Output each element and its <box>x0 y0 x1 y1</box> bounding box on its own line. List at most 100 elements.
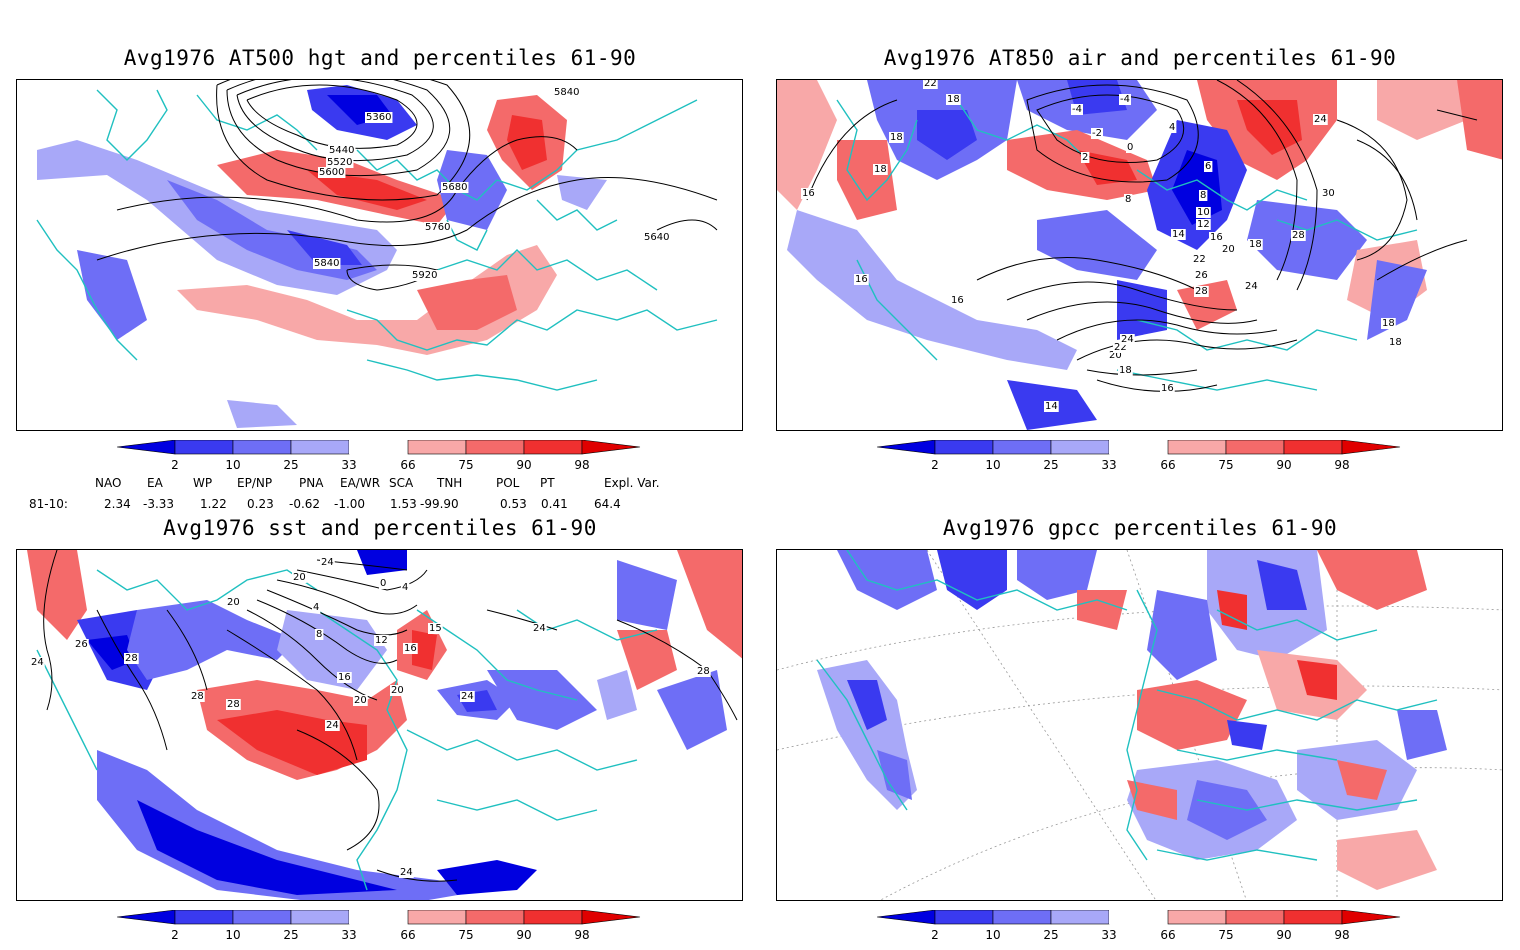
contour-label-bg <box>124 653 139 664</box>
contour-label: 16 <box>1210 232 1223 243</box>
contour-label-bg <box>1091 128 1103 139</box>
index-value: 0.41 <box>541 497 568 511</box>
contour-label-bg <box>328 145 356 156</box>
contour-label-bg <box>1126 142 1135 153</box>
contour-label: 22 <box>1193 254 1206 265</box>
contour-label: 28 <box>1292 230 1305 241</box>
index-row-label: 81-10: <box>29 497 68 511</box>
contour-label-bg <box>873 164 888 175</box>
contour-label-bg <box>1071 104 1083 115</box>
index-header: EP/NP <box>237 476 273 490</box>
contour-label-bg <box>315 629 324 640</box>
contour-lines <box>806 80 1478 392</box>
teleconnection-index-table: NAO EA WP EP/NP PNA EA/WR SCA TNH POL PT… <box>0 474 740 514</box>
contour-label-bg <box>950 295 965 306</box>
contour-label-bg <box>318 167 346 178</box>
colorbar-sst: 2 10 25 33 66 75 90 98 <box>116 909 647 950</box>
contour-label-bg <box>460 691 475 702</box>
contour-label: 26 <box>75 639 88 650</box>
index-value: 2.34 <box>104 497 131 511</box>
panel-title-hgt: Avg1976 AT500 hgt and percentiles 61-90 <box>123 46 637 70</box>
contour-label-bg <box>1221 244 1236 255</box>
contour-label-bg <box>1168 122 1177 133</box>
geo-outlines <box>36 89 718 391</box>
contour-label: 16 <box>855 274 868 285</box>
colorbar-swatches <box>876 439 1401 455</box>
contour-label: 20 <box>1222 244 1235 255</box>
contour-label: 4 <box>1169 122 1175 133</box>
contour-label-bg <box>1388 337 1403 348</box>
colorbar-label: 2 <box>931 928 939 942</box>
contour-label-bg <box>379 578 388 589</box>
contour-label-bg <box>532 623 547 634</box>
colorbar-label: 66 <box>1160 928 1176 942</box>
contour-label-bg <box>401 582 410 593</box>
contour-label: -4 <box>1072 104 1082 115</box>
contour-label: 0 <box>380 578 386 589</box>
colorbar-label: 33 <box>341 928 357 942</box>
contour-label: 20 <box>391 685 404 696</box>
colorbar-label: 66 <box>1160 458 1176 472</box>
contour-label-bg <box>553 87 581 98</box>
colorbar-label: 90 <box>516 928 532 942</box>
index-value: -1.00 <box>334 497 366 511</box>
contour-label: 5640 <box>644 232 669 243</box>
contour-label-bg <box>320 557 335 568</box>
colorbar-label: 75 <box>1218 928 1234 942</box>
contour-label-bg <box>30 657 45 668</box>
contour-label-bg <box>923 80 938 89</box>
contour-label-bg <box>428 623 443 634</box>
contour-label: 28 <box>191 691 204 702</box>
contour-label: 12 <box>375 635 388 646</box>
contour-label: 16 <box>1161 383 1174 394</box>
anomaly-shading <box>777 80 1502 430</box>
contour-label: 16 <box>951 295 964 306</box>
colorbar-label: 2 <box>171 928 179 942</box>
contour-label: 26 <box>1195 270 1208 281</box>
contour-label-bg <box>424 222 452 233</box>
index-header: EA <box>147 476 163 490</box>
contour-label: 4 <box>402 582 408 593</box>
contour-label: 20 <box>1109 350 1122 361</box>
contour-label: 5680 <box>442 182 467 193</box>
colorbar-label: 66 <box>400 458 416 472</box>
map-air: 22 18 18 18 16 16 16 -4 -4 -2 0 2 4 6 8 … <box>776 79 1503 431</box>
contour-label-bg <box>801 188 816 199</box>
contour-label: 18 <box>1382 318 1395 329</box>
contour-label: 15 <box>429 623 442 634</box>
contour-label: 16 <box>338 672 351 683</box>
index-value: 1.22 <box>200 497 227 511</box>
contour-label: 5360 <box>366 112 391 123</box>
contour-label: 28 <box>1195 286 1208 297</box>
contour-label: 12 <box>1197 219 1210 230</box>
contour-label-bg <box>411 270 439 281</box>
index-header: SCA <box>389 476 414 490</box>
contour-label-bg <box>1209 232 1224 243</box>
colorbar-gpcc: 2 10 25 33 66 75 90 98 <box>876 909 1407 950</box>
geo-outlines <box>836 99 1418 391</box>
contour-label: 5920 <box>412 270 437 281</box>
contour-label-bg <box>374 635 389 646</box>
colorbar-label: 98 <box>1334 928 1350 942</box>
colorbar-label: 66 <box>400 928 416 942</box>
contour-label-bg <box>292 572 307 583</box>
contour-label-bg <box>1291 230 1306 241</box>
contour-label: 6 <box>1205 161 1211 172</box>
contour-label: 5600 <box>319 167 344 178</box>
contour-label-bg <box>1171 229 1186 240</box>
contour-label-bg <box>1321 188 1336 199</box>
map-gpcc <box>776 549 1503 901</box>
colorbar-label: 2 <box>171 458 179 472</box>
contour-label-bg <box>696 666 711 677</box>
index-value: -3.33 <box>143 497 175 511</box>
contour-label: 24 <box>326 720 339 731</box>
contour-label: 16 <box>404 643 417 654</box>
contour-label-bg <box>337 672 352 683</box>
map-sst: 26 28 28 24 20 28 24 20 16 12 8 4 4 0 20… <box>16 549 743 901</box>
contour-label-bg <box>1196 219 1211 230</box>
colorbar-swatches <box>116 439 641 455</box>
contour-label: 24 <box>31 657 44 668</box>
index-header: Expl. Var. <box>604 476 660 490</box>
contour-label: 18 <box>947 94 960 105</box>
contour-label: 24 <box>533 623 546 634</box>
